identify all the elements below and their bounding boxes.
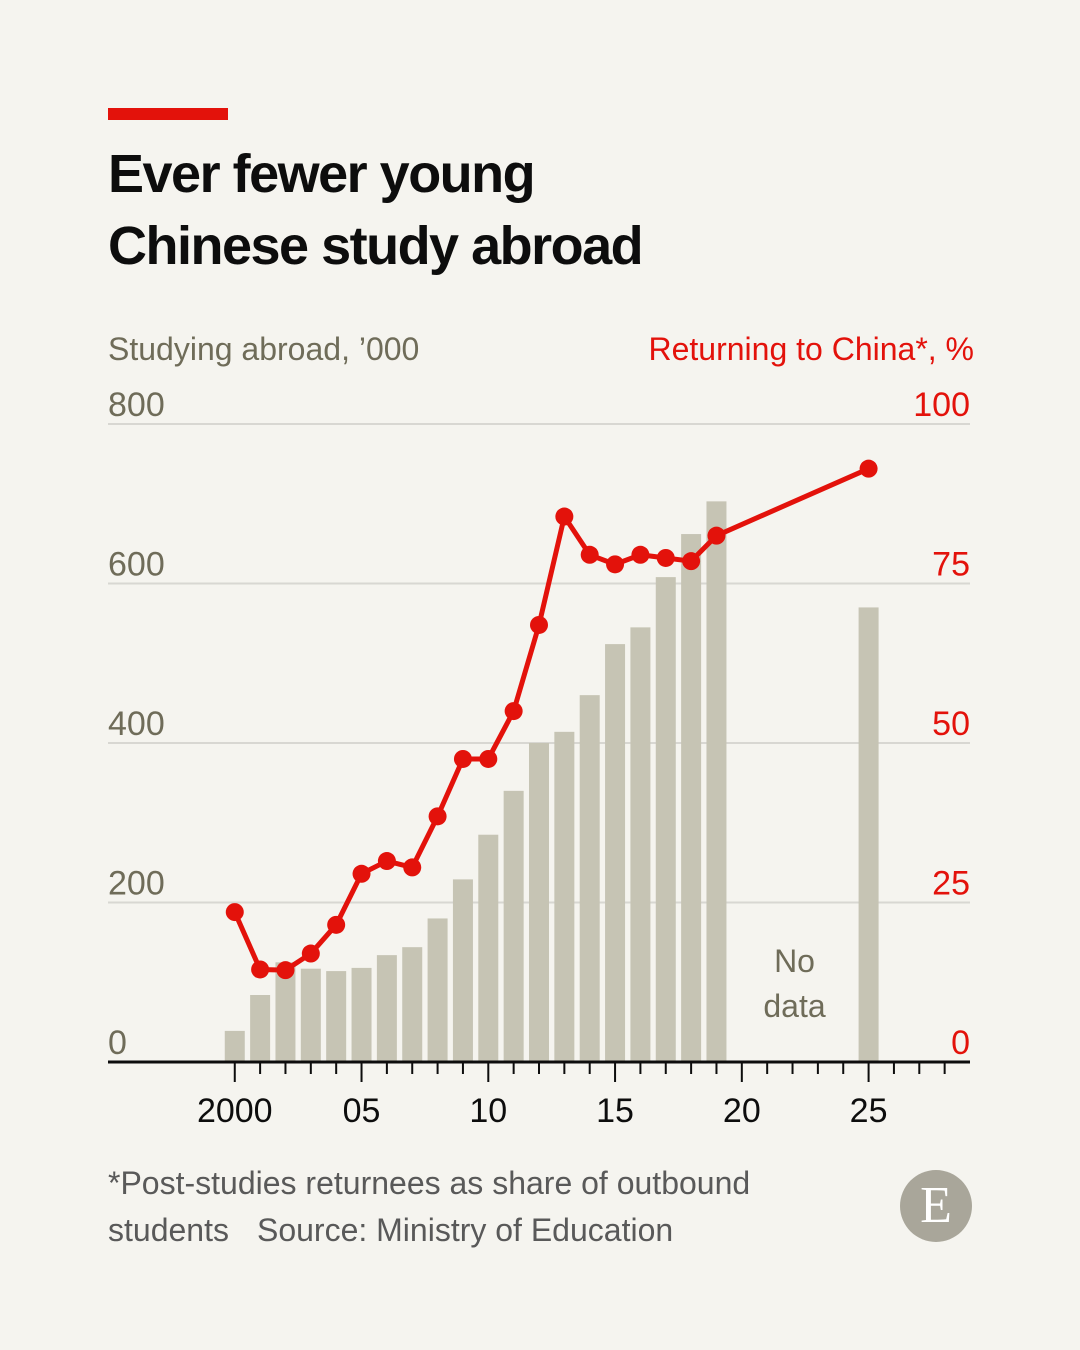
line-point	[580, 545, 599, 564]
left-tick-label: 0	[108, 1024, 127, 1062]
chart-area: Studying abroad, ’000 Returning to China*…	[108, 331, 974, 1130]
line-point	[377, 852, 396, 871]
line-point	[479, 749, 498, 768]
left-tick-label: 600	[108, 546, 165, 584]
left-tick-label: 400	[108, 705, 165, 743]
line-point	[453, 749, 472, 768]
footnote-block: *Post-studies returnees as share of outb…	[108, 1160, 868, 1254]
bar	[452, 879, 473, 1062]
bar	[300, 968, 321, 1062]
left-axis-title: Studying abroad, ’000	[108, 331, 419, 367]
line-point	[606, 555, 625, 574]
x-tick-label: 05	[343, 1092, 381, 1130]
bar	[326, 971, 347, 1062]
x-tick-label: 15	[596, 1092, 634, 1130]
x-tick-label: 10	[469, 1092, 507, 1130]
right-tick-label: 0	[951, 1024, 970, 1062]
bar	[250, 995, 271, 1062]
line-point	[403, 858, 422, 877]
returning-line	[232, 466, 870, 973]
bar	[529, 743, 549, 1062]
line-point	[301, 944, 320, 963]
line-point	[352, 864, 371, 883]
line-point	[859, 459, 878, 478]
no-data-annotation: No	[774, 943, 815, 979]
bar	[706, 501, 727, 1062]
right-tick-label: 75	[932, 546, 970, 584]
bar	[554, 731, 575, 1062]
source-text: Source: Ministry of Education	[256, 1212, 674, 1248]
title-line-2: Chinese study abroad	[108, 216, 644, 276]
line-point	[428, 807, 447, 826]
bar	[605, 644, 626, 1062]
bar	[655, 577, 676, 1062]
line-point	[656, 548, 675, 567]
line-point	[504, 702, 523, 721]
left-tick-label: 800	[108, 386, 165, 424]
bar	[427, 918, 448, 1062]
line-point	[682, 552, 701, 571]
right-tick-label: 50	[932, 705, 970, 743]
line-point	[555, 507, 574, 526]
line-point	[631, 545, 650, 564]
left-tick-label: 200	[108, 865, 165, 903]
x-tick-label: 2000	[197, 1092, 273, 1130]
bar	[630, 627, 651, 1062]
right-tick-label: 25	[932, 865, 970, 903]
logo-letter: E	[920, 1177, 952, 1234]
line-point	[530, 615, 548, 634]
no-data-annotation: data	[763, 988, 825, 1024]
bar	[224, 1030, 245, 1062]
x-tick-label: 25	[850, 1092, 888, 1130]
line-point	[327, 915, 346, 934]
right-tick-label: 100	[913, 386, 970, 424]
line-point	[276, 961, 295, 980]
bar	[858, 607, 879, 1062]
bar	[503, 790, 524, 1062]
line-point	[707, 526, 726, 545]
footnote-text: *Post-studies returnees as share of outb…	[108, 1165, 751, 1248]
line-point	[225, 903, 244, 922]
bar	[376, 955, 397, 1062]
x-tick-label: 20	[723, 1092, 761, 1130]
bar	[275, 962, 296, 1062]
bar	[478, 834, 499, 1062]
line-point	[251, 960, 270, 979]
economist-logo: E	[900, 1170, 972, 1242]
accent-bar	[108, 108, 228, 120]
chart-title: Ever fewer young Chinese study abroad	[108, 138, 908, 282]
bar	[681, 534, 702, 1062]
bar	[351, 967, 372, 1062]
title-line-1: Ever fewer young	[108, 144, 536, 204]
bar	[579, 695, 600, 1062]
bar	[402, 947, 423, 1062]
right-axis-title: Returning to China*, %	[648, 331, 974, 367]
